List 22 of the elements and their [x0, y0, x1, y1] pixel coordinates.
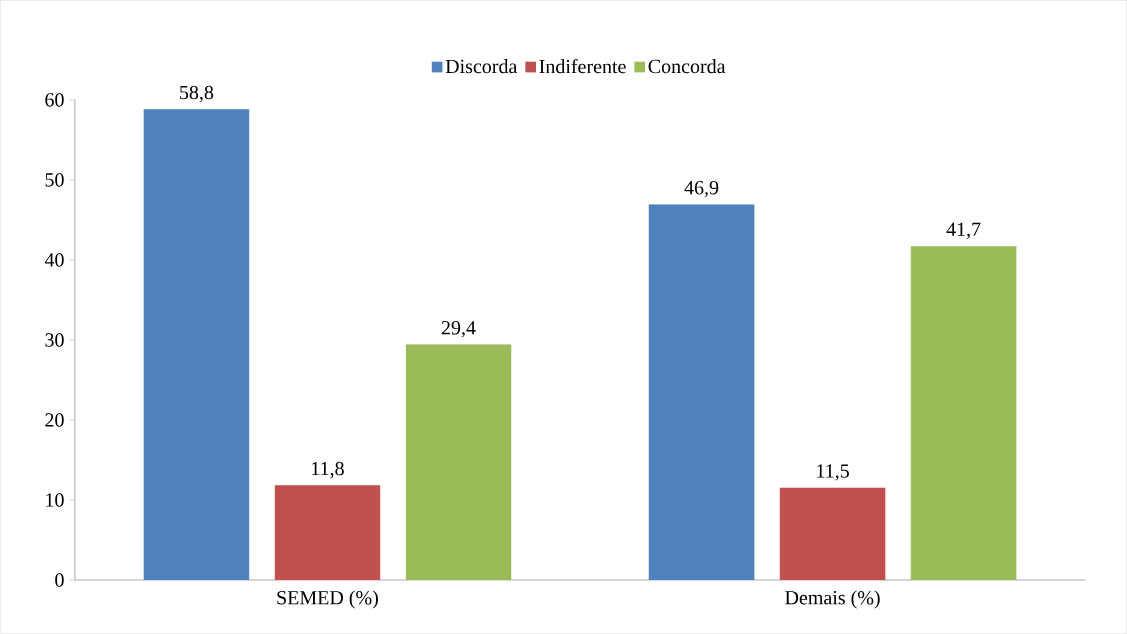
legend-label: Concorda: [648, 59, 726, 74]
y-tick-label: 10: [46, 493, 64, 507]
y-tick-label: 50: [45, 173, 64, 187]
bar: [274, 485, 381, 581]
data-label: 46,9: [684, 181, 719, 198]
y-tick-label: 60: [45, 93, 64, 107]
data-label: 29,4: [441, 321, 476, 338]
bar: [648, 204, 755, 581]
x-tick-label: Demais (%): [785, 590, 880, 609]
x-tick-label: SEMED (%): [277, 590, 378, 609]
data-label: 58,8: [180, 85, 214, 103]
y-tick-label: 0: [55, 573, 64, 587]
y-tick-label: 40: [44, 253, 64, 267]
data-label: 11,8: [312, 461, 344, 479]
bar: [143, 109, 250, 581]
y-tick-label: 20: [45, 413, 64, 427]
bar: [779, 487, 886, 581]
data-label: 11,5: [817, 464, 849, 481]
y-tick-label: 30: [45, 333, 64, 347]
data-label: 41,7: [946, 222, 981, 239]
legend-label: Indiferente: [539, 59, 626, 74]
legend-label: Discorda: [445, 59, 518, 74]
